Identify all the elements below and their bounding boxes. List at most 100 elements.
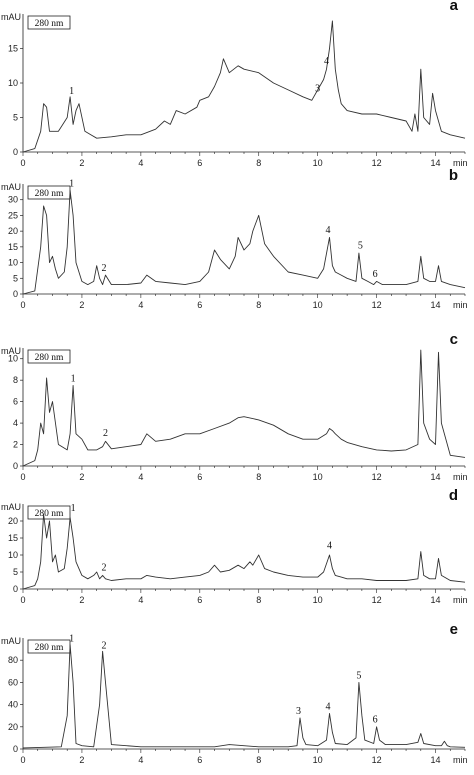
- y-tick-label: 5: [13, 567, 18, 577]
- panel-letter: c: [450, 331, 458, 348]
- y-tick-label: 0: [13, 147, 18, 157]
- wavelength-label: 280 nm: [35, 509, 64, 519]
- peak-label: 3: [296, 706, 301, 717]
- x-tick-label: 14: [431, 158, 441, 168]
- x-tick-label: 6: [197, 158, 202, 168]
- y-tick-label: 8: [13, 375, 18, 385]
- y-axis-label: mAU: [1, 12, 21, 22]
- peak-label: 4: [327, 541, 332, 552]
- x-tick-label: 14: [431, 755, 441, 765]
- peak-label: 1: [69, 634, 74, 645]
- y-tick-label: 10: [8, 354, 18, 364]
- y-tick-label: 25: [8, 210, 18, 220]
- x-tick-label: 10: [313, 595, 323, 605]
- x-axis-label: min: [453, 472, 468, 482]
- peak-label: 4: [324, 56, 329, 67]
- x-tick-label: 2: [79, 595, 84, 605]
- peak-label: 1: [71, 503, 76, 514]
- y-axis-label: mAU: [1, 502, 21, 512]
- chromatogram-trace: [22, 349, 466, 467]
- y-axis-label: mAU: [1, 636, 21, 646]
- x-tick-label: 2: [79, 158, 84, 168]
- wavelength-label: 280 nm: [35, 353, 64, 363]
- x-tick-label: 0: [20, 472, 25, 482]
- x-tick-label: 12: [372, 300, 382, 310]
- x-tick-label: 10: [313, 300, 323, 310]
- y-tick-label: 10: [8, 78, 18, 88]
- x-tick-label: 12: [372, 158, 382, 168]
- wavelength-box: [27, 15, 71, 30]
- x-tick-label: 8: [256, 472, 261, 482]
- peak-label: 4: [325, 701, 330, 712]
- x-axis-label: min: [453, 300, 468, 310]
- y-tick-label: 6: [13, 397, 18, 407]
- x-axis-label: min: [453, 595, 468, 605]
- y-tick-label: 20: [8, 516, 18, 526]
- x-tick-label: 6: [197, 595, 202, 605]
- peak-label: 2: [102, 563, 107, 574]
- x-axis-label: min: [453, 158, 468, 168]
- panel-letter: e: [450, 621, 458, 638]
- x-tick-label: 14: [431, 595, 441, 605]
- peak-label: 3: [315, 84, 320, 95]
- x-tick-label: 10: [313, 472, 323, 482]
- y-tick-label: 2: [13, 440, 18, 450]
- panel-letter: b: [449, 167, 458, 184]
- x-tick-label: 0: [20, 300, 25, 310]
- y-tick-label: 15: [8, 242, 18, 252]
- x-tick-label: 6: [197, 472, 202, 482]
- chromatogram-trace: [22, 513, 466, 590]
- peak-label: 4: [325, 225, 330, 236]
- y-axis-label: mAU: [1, 346, 21, 356]
- x-tick-label: 4: [138, 595, 143, 605]
- x-tick-label: 10: [313, 755, 323, 765]
- y-tick-label: 0: [13, 584, 18, 594]
- x-tick-label: 12: [372, 595, 382, 605]
- y-axis-label: mAU: [1, 182, 21, 192]
- panel-letter: d: [449, 487, 458, 504]
- peak-label: 1: [71, 373, 76, 384]
- chromatogram-trace: [22, 20, 466, 153]
- x-tick-label: 2: [79, 300, 84, 310]
- wavelength-label: 280 nm: [35, 643, 64, 653]
- x-tick-label: 0: [20, 595, 25, 605]
- y-tick-label: 20: [8, 226, 18, 236]
- y-tick-label: 15: [8, 533, 18, 543]
- panel-letter: a: [450, 0, 459, 14]
- y-tick-label: 10: [8, 550, 18, 560]
- x-tick-label: 8: [256, 300, 261, 310]
- chromatogram-trace: [22, 644, 466, 749]
- x-tick-label: 2: [79, 755, 84, 765]
- x-tick-label: 6: [197, 300, 202, 310]
- y-tick-label: 5: [13, 113, 18, 123]
- x-tick-label: 6: [197, 755, 202, 765]
- x-tick-label: 4: [138, 158, 143, 168]
- peak-label: 1: [69, 178, 74, 189]
- wavelength-label: 280 nm: [35, 19, 64, 29]
- y-tick-label: 10: [8, 258, 18, 268]
- x-tick-label: 14: [431, 472, 441, 482]
- wavelength-label: 280 nm: [35, 189, 64, 199]
- peak-label: 5: [356, 670, 361, 681]
- wavelength-box: [27, 349, 71, 364]
- y-tick-label: 0: [13, 289, 18, 299]
- y-tick-label: 20: [8, 722, 18, 732]
- x-tick-label: 14: [431, 300, 441, 310]
- x-tick-label: 2: [79, 472, 84, 482]
- x-tick-label: 8: [256, 755, 261, 765]
- x-tick-label: 0: [20, 755, 25, 765]
- y-tick-label: 0: [13, 461, 18, 471]
- x-tick-label: 10: [313, 158, 323, 168]
- peak-label: 2: [103, 428, 108, 439]
- x-tick-label: 4: [138, 472, 143, 482]
- x-tick-label: 4: [138, 300, 143, 310]
- chromatogram-trace: [22, 189, 466, 295]
- peak-label: 1: [69, 86, 74, 97]
- x-tick-label: 0: [20, 158, 25, 168]
